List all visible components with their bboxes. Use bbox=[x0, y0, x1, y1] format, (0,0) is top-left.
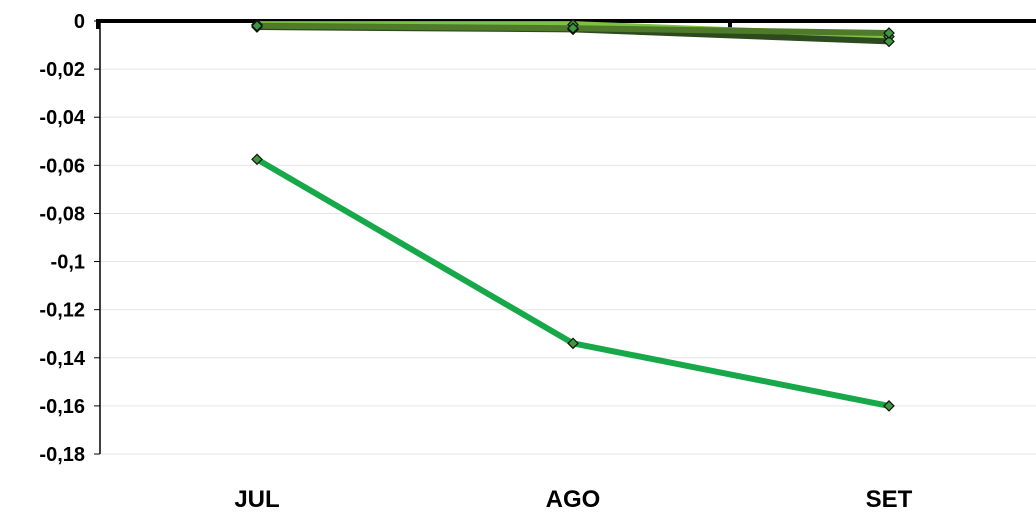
x-tick-label: JUL bbox=[234, 486, 279, 512]
data-point-marker bbox=[251, 153, 263, 166]
series-lines bbox=[251, 18, 895, 412]
y-tick-label: -0,06 bbox=[39, 155, 85, 177]
y-tick-label: -0,02 bbox=[39, 59, 85, 81]
grid-lines bbox=[100, 68, 1036, 455]
data-point-marker bbox=[251, 19, 263, 32]
series-line-1 bbox=[254, 156, 892, 409]
data-point-marker bbox=[567, 22, 579, 35]
y-tick-label: -0,08 bbox=[39, 203, 85, 225]
y-tick-label: -0,12 bbox=[39, 300, 85, 322]
y-tick-label: 0 bbox=[74, 11, 85, 33]
y-tick-label: -0,1 bbox=[51, 252, 85, 274]
y-tick-label: -0,14 bbox=[39, 348, 85, 370]
tick-labels: 0 -0,02 -0,04 -0,06 -0,08 -0,1 -0,12 -0,14 -0,16… bbox=[39, 11, 913, 513]
y-tick-label: -0,18 bbox=[39, 444, 85, 466]
data-point-marker bbox=[883, 27, 895, 39]
data-point-marker bbox=[567, 337, 579, 350]
data-point-marker bbox=[883, 400, 895, 412]
x-tick-label: SET bbox=[866, 486, 913, 512]
y-tick-label: -0,04 bbox=[39, 107, 85, 129]
x-axis-left-cap bbox=[96, 19, 100, 29]
y-tick-label: -0,16 bbox=[39, 396, 85, 418]
data-point-marker bbox=[883, 35, 895, 48]
x-tick-label: AGO bbox=[546, 486, 601, 512]
axes bbox=[94, 19, 1036, 455]
